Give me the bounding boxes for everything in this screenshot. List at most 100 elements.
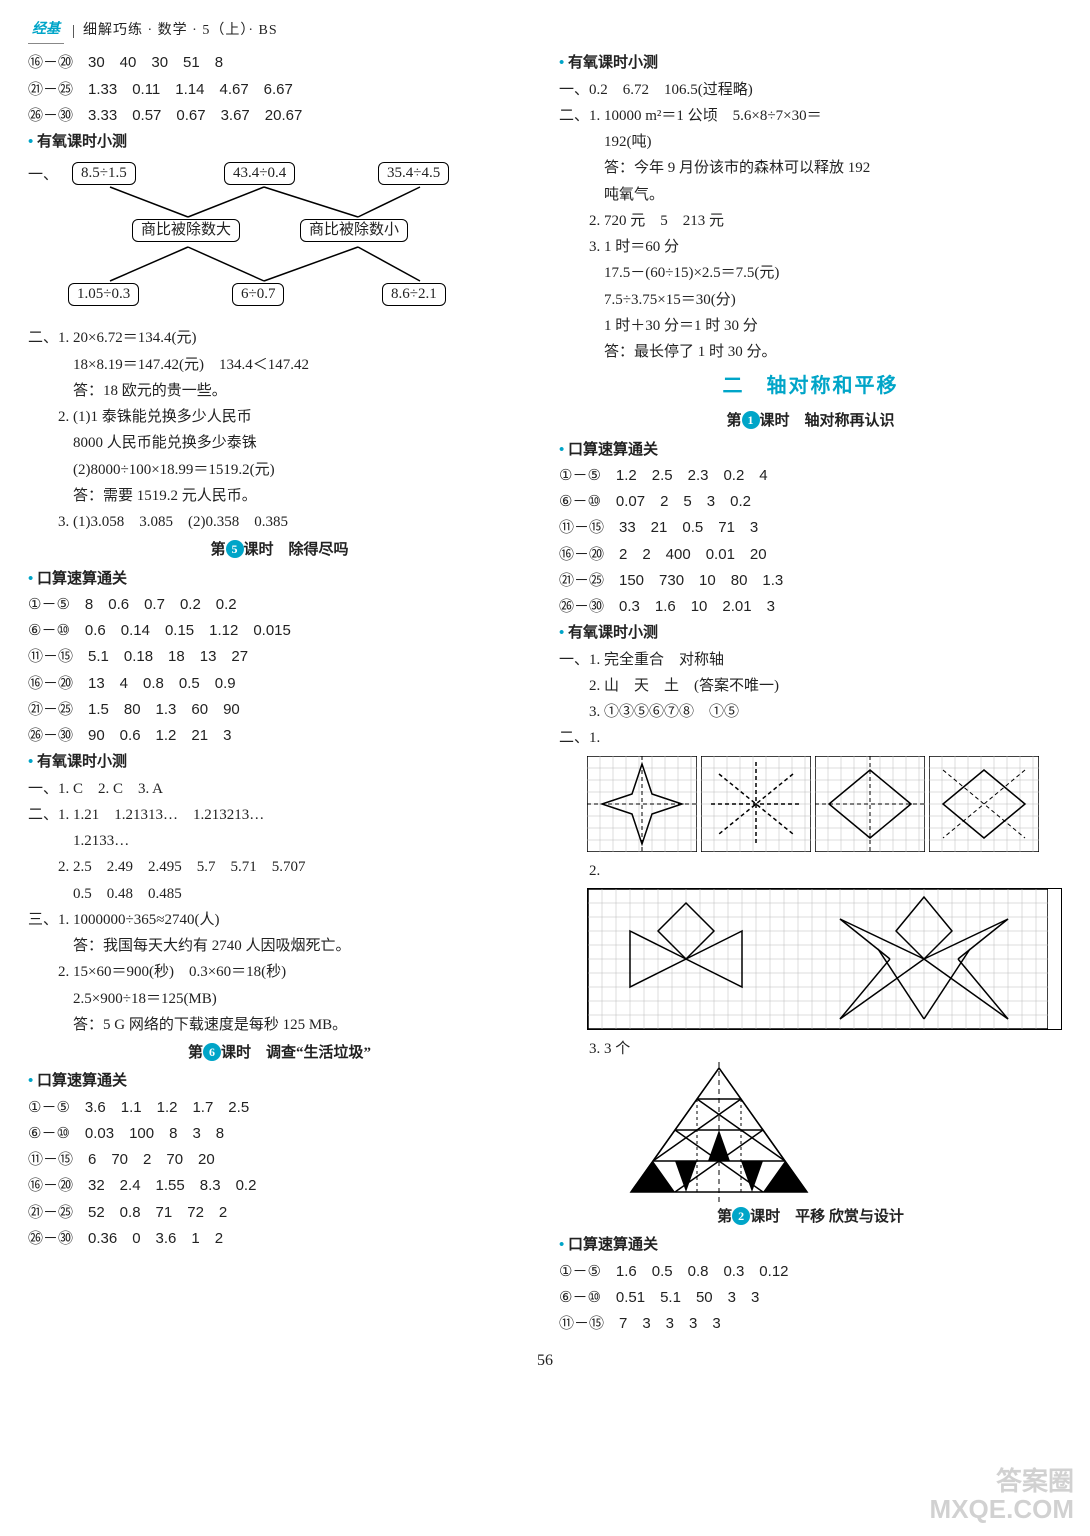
list-item: ⑯－⑳ 2 2 400 0.01 20 — [559, 542, 1062, 568]
right-column: • 有氧课时小测 一、0.2 6.72 106.5(过程略) 二、1. 1000… — [559, 50, 1062, 1337]
text-line: 二、1. 20×6.72＝134.4(元) — [28, 325, 531, 351]
lesson-badge: 2 — [732, 1207, 750, 1225]
text-line: 2. 720 元 5 213 元 — [559, 208, 1062, 234]
list-item: ㉑－㉕ 1.5 80 1.3 60 90 — [28, 697, 531, 723]
box-bot-2: 6÷0.7 — [232, 283, 284, 306]
text-line: 二、1. 10000 m²＝1 公顷 5.6×8÷7×30＝ — [559, 103, 1062, 129]
division-diagram: 一、 8.5÷1.5 43.4÷0.4 35.4÷4.5 商比被除数大 商比被除… — [28, 159, 531, 319]
list-item: ㉑－㉕ 150 730 10 80 1.3 — [559, 568, 1062, 594]
list-item: ㉑－㉕ 1.33 0.11 1.14 4.67 6.67 — [28, 77, 531, 103]
logo: 经基 — [28, 18, 64, 44]
grid-figure — [701, 756, 811, 852]
list-item: ①－⑤ 3.6 1.1 1.2 1.7 2.5 — [28, 1095, 531, 1121]
section-title: 有氧课时小测 — [568, 55, 658, 71]
grid-figure — [587, 756, 697, 852]
symmetry-grids-2 — [587, 888, 1062, 1030]
text-line: 答：最长停了 1 时 30 分。 — [559, 339, 1062, 365]
section-title: 口算速算通关 — [37, 571, 127, 587]
lesson-post: 课时 平移 欣赏与设计 — [750, 1209, 904, 1225]
header-subtitle: 细解巧练 · 数学 · 5（上）· BS — [83, 19, 278, 44]
list-item: ①－⑤ 1.6 0.5 0.8 0.3 0.12 — [559, 1259, 1062, 1285]
bullet-icon: • — [559, 442, 568, 458]
section-title: 口算速算通关 — [568, 1237, 658, 1253]
page-header: 经基 | 细解巧练 · 数学 · 5（上）· BS — [28, 18, 1062, 44]
bullet-icon: • — [28, 754, 37, 770]
text-line: 2.5×900÷18＝125(MB) — [28, 986, 531, 1012]
left-column: ⑯－⑳ 30 40 30 51 8 ㉑－㉕ 1.33 0.11 1.14 4.6… — [28, 50, 531, 1337]
lesson-pre: 第 — [210, 542, 225, 558]
list-item: ⑥－⑩ 0.03 100 8 3 8 — [28, 1121, 531, 1147]
list-item: ⑯－⑳ 32 2.4 1.55 8.3 0.2 — [28, 1173, 531, 1199]
text-line: 2. 15×60＝900(秒) 0.3×60＝18(秒) — [28, 959, 531, 985]
list-item: ⑪－⑮ 5.1 0.18 18 13 27 — [28, 644, 531, 670]
box-mid-1: 商比被除数大 — [132, 219, 240, 242]
bullet-icon: • — [28, 134, 37, 150]
list-item: ⑥－⑩ 0.07 2 5 3 0.2 — [559, 489, 1062, 515]
text-line: 2. 2.5 2.49 2.495 5.7 5.71 5.707 — [28, 854, 531, 880]
list-item: ⑥－⑩ 0.6 0.14 0.15 1.12 0.015 — [28, 618, 531, 644]
section-title: 口算速算通关 — [568, 442, 658, 458]
grid-figure — [929, 756, 1039, 852]
section-heading: • 有氧课时小测 — [559, 620, 1062, 646]
text-line: 18×8.19＝147.42(元) 134.4＜147.42 — [28, 352, 531, 378]
list-item: ⑯－⑳ 30 40 30 51 8 — [28, 50, 531, 76]
text-line: 3. (1)3.058 3.085 (2)0.358 0.385 — [28, 509, 531, 535]
lesson-post: 课时 调查“生活垃圾” — [221, 1045, 371, 1061]
list-item: ①－⑤ 8 0.6 0.7 0.2 0.2 — [28, 592, 531, 618]
lesson-title: 第5课时 除得尽吗 — [28, 537, 531, 563]
text-line: 2. — [559, 858, 1062, 884]
lesson-title: 第1课时 轴对称再认识 — [559, 408, 1062, 434]
section-title: 有氧课时小测 — [37, 754, 127, 770]
text-line: 答：需要 1519.2 元人民币。 — [28, 483, 531, 509]
symmetry-grids-1 — [587, 756, 1062, 852]
section-title: 口算速算通关 — [37, 1073, 127, 1089]
page-number: 56 — [28, 1347, 1062, 1375]
list-item: ①－⑤ 1.2 2.5 2.3 0.2 4 — [559, 463, 1062, 489]
lesson-title: 第2课时 平移 欣赏与设计 — [559, 1204, 1062, 1230]
section-heading: • 口算速算通关 — [559, 1232, 1062, 1258]
grid-figure — [815, 756, 925, 852]
section-title: 有氧课时小测 — [568, 625, 658, 641]
box-top-3: 35.4÷4.5 — [378, 162, 449, 185]
unit-title: 二 轴对称和平移 — [559, 369, 1062, 404]
text-line: 7.5÷3.75×15＝30(分) — [559, 287, 1062, 313]
text-line: 一、0.2 6.72 106.5(过程略) — [559, 77, 1062, 103]
grid-figure-large — [588, 889, 1048, 1029]
box-bot-3: 8.6÷2.1 — [382, 283, 446, 306]
list-item: ⑪－⑮ 33 21 0.5 71 3 — [559, 515, 1062, 541]
text-line: 1.2133… — [28, 828, 531, 854]
list-item: ㉖－㉚ 0.36 0 3.6 1 2 — [28, 1226, 531, 1252]
list-item: ㉑－㉕ 52 0.8 71 72 2 — [28, 1200, 531, 1226]
text-line: 一、1. 完全重合 对称轴 — [559, 647, 1062, 673]
text-line: 三、1. 1000000÷365≈2740(人) — [28, 907, 531, 933]
section-heading: • 口算速算通关 — [28, 1068, 531, 1094]
watermark-line2: MXQE.COM — [930, 1495, 1074, 1524]
section-heading: • 有氧课时小测 — [559, 50, 1062, 76]
bullet-icon: • — [28, 571, 37, 587]
list-item: ⑯－⑳ 13 4 0.8 0.5 0.9 — [28, 671, 531, 697]
text-line: 2. (1)1 泰铢能兑换多少人民币 — [28, 404, 531, 430]
box-top-2: 43.4÷0.4 — [224, 162, 295, 185]
box-bot-1: 1.05÷0.3 — [68, 283, 139, 306]
box-mid-2: 商比被除数小 — [300, 219, 408, 242]
text-line: 答：18 欧元的贵一些。 — [28, 378, 531, 404]
box-top-1: 8.5÷1.5 — [72, 162, 136, 185]
text-line: 答：5 G 网络的下载速度是每秒 125 MB。 — [28, 1012, 531, 1038]
text-line: 0.5 0.48 0.485 — [28, 881, 531, 907]
text-line: 1 时＋30 分＝1 时 30 分 — [559, 313, 1062, 339]
list-item: ㉖－㉚ 0.3 1.6 10 2.01 3 — [559, 594, 1062, 620]
lesson-post: 课时 轴对称再认识 — [760, 413, 895, 429]
text-line: 3. 3 个 — [559, 1036, 1062, 1062]
text-line: 答：我国每天大约有 2740 人因吸烟死亡。 — [28, 933, 531, 959]
text-line: 一、1. C 2. C 3. A — [28, 776, 531, 802]
list-item: ⑪－⑮ 6 70 2 70 20 — [28, 1147, 531, 1173]
text-line: 3. 1 时＝60 分 — [559, 234, 1062, 260]
label-one: 一、 — [28, 162, 58, 188]
lesson-pre: 第 — [188, 1045, 203, 1061]
section-title: 有氧课时小测 — [37, 134, 127, 150]
bullet-icon: • — [559, 1237, 568, 1253]
text-line: 二、1. — [559, 725, 1062, 751]
lesson-pre: 第 — [717, 1209, 732, 1225]
section-heading: • 口算速算通关 — [28, 566, 531, 592]
bullet-icon: • — [559, 55, 568, 71]
